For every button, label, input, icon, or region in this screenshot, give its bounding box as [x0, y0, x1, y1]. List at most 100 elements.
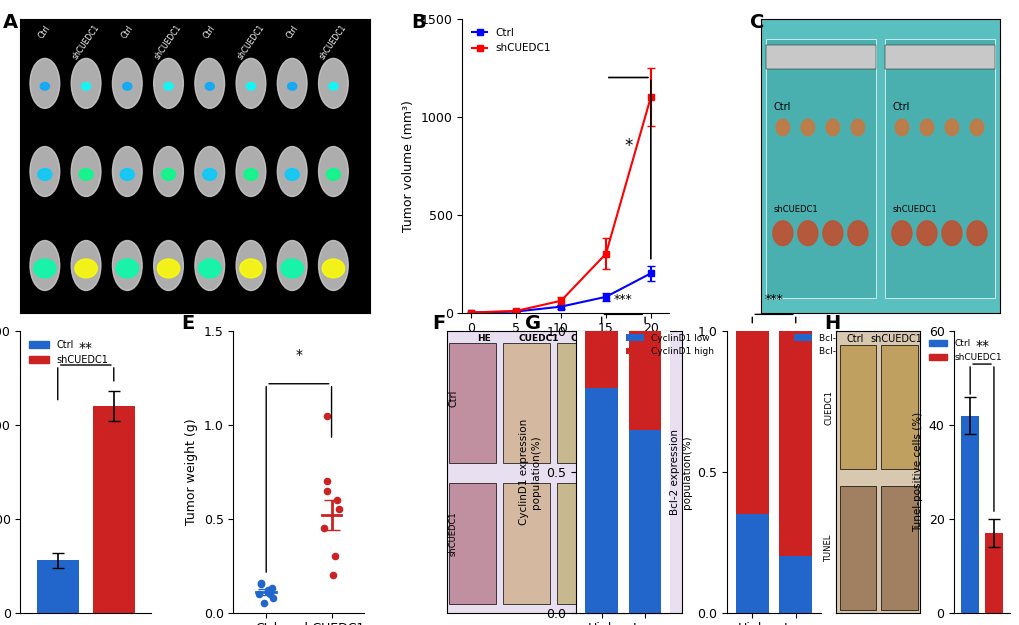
Text: Ctrl: Ctrl	[202, 23, 217, 39]
Point	[256, 598, 272, 608]
Bar	[984, 532, 1002, 612]
Bar	[448, 483, 495, 604]
Circle shape	[244, 169, 258, 180]
Ellipse shape	[30, 241, 60, 291]
Circle shape	[941, 221, 961, 246]
Text: Ctrl: Ctrl	[448, 390, 459, 408]
Point	[318, 411, 334, 421]
Bar	[960, 416, 978, 612]
Ellipse shape	[195, 241, 224, 291]
Ellipse shape	[277, 241, 307, 291]
Bar	[736, 514, 768, 612]
Text: *: *	[296, 348, 302, 362]
Text: G: G	[524, 314, 540, 333]
Text: ***: ***	[764, 293, 783, 306]
Legend: Ctrl, shCUEDC1: Ctrl, shCUEDC1	[25, 336, 112, 369]
Bar	[765, 45, 875, 69]
Text: HE: HE	[477, 334, 490, 343]
Legend: Bcl-2 low, Bcl-2 high: Bcl-2 low, Bcl-2 high	[790, 330, 867, 360]
Text: Ctrl: Ctrl	[772, 102, 790, 112]
Circle shape	[969, 119, 982, 136]
Ellipse shape	[154, 241, 183, 291]
Circle shape	[164, 82, 173, 90]
Point	[253, 578, 269, 587]
Text: shCUEDC1: shCUEDC1	[869, 334, 921, 344]
Bar	[884, 45, 994, 69]
Point	[330, 504, 346, 514]
Text: 14d: 14d	[0, 166, 10, 176]
Ellipse shape	[30, 146, 60, 196]
Y-axis label: Bcl-2 expression
population(%): Bcl-2 expression population(%)	[669, 429, 691, 515]
Text: *: *	[624, 137, 632, 155]
Ellipse shape	[112, 58, 142, 108]
Circle shape	[326, 169, 340, 180]
Bar	[880, 486, 917, 609]
Ellipse shape	[235, 146, 266, 196]
Point	[251, 589, 267, 599]
Legend: Ctrl, shCUEDC1: Ctrl, shCUEDC1	[467, 24, 554, 58]
Text: A: A	[3, 13, 18, 32]
Text: B: B	[411, 13, 425, 32]
Circle shape	[891, 221, 911, 246]
Ellipse shape	[71, 241, 101, 291]
Text: shCUEDC1: shCUEDC1	[153, 23, 183, 61]
Bar	[610, 342, 657, 464]
Text: Ctrl: Ctrl	[37, 23, 52, 39]
Point	[319, 486, 335, 496]
Circle shape	[287, 82, 297, 90]
Circle shape	[945, 119, 958, 136]
Ellipse shape	[235, 58, 266, 108]
Bar	[736, 331, 768, 514]
Text: F: F	[432, 314, 445, 333]
Text: ***: ***	[613, 293, 632, 306]
Legend: CyclinD1 low, CyclinD1 high: CyclinD1 low, CyclinD1 high	[622, 330, 717, 360]
Ellipse shape	[30, 58, 60, 108]
Circle shape	[825, 119, 839, 136]
Point	[318, 476, 334, 486]
Text: shCUEDC1: shCUEDC1	[772, 205, 817, 214]
Text: shCUEDC1: shCUEDC1	[70, 23, 101, 61]
Ellipse shape	[112, 146, 142, 196]
Circle shape	[919, 119, 932, 136]
Circle shape	[116, 259, 139, 278]
Point	[325, 570, 341, 580]
Circle shape	[79, 169, 93, 180]
Ellipse shape	[318, 241, 347, 291]
Circle shape	[205, 82, 214, 90]
Point	[316, 523, 332, 533]
Circle shape	[239, 259, 262, 278]
Bar	[610, 483, 657, 604]
Ellipse shape	[154, 58, 183, 108]
Circle shape	[247, 82, 255, 90]
Bar	[585, 388, 618, 612]
Y-axis label: Tumor weight (g): Tumor weight (g)	[185, 419, 198, 525]
Text: **: **	[974, 339, 988, 353]
Circle shape	[822, 221, 842, 246]
Circle shape	[120, 169, 135, 180]
Ellipse shape	[277, 58, 307, 108]
Text: CUEDC1: CUEDC1	[823, 390, 833, 424]
Bar	[556, 483, 603, 604]
Bar	[779, 556, 811, 612]
Text: Ctrl: Ctrl	[119, 23, 135, 39]
Circle shape	[34, 259, 56, 278]
Circle shape	[966, 221, 986, 246]
Ellipse shape	[277, 146, 307, 196]
Text: H: H	[824, 314, 841, 333]
Bar	[93, 406, 135, 612]
Ellipse shape	[71, 58, 101, 108]
Point	[262, 589, 278, 599]
Y-axis label: Tunel-positive cells (%): Tunel-positive cells (%)	[912, 412, 922, 532]
Text: Ctrl: Ctrl	[284, 23, 300, 39]
Text: CUEDC1: CUEDC1	[518, 334, 558, 343]
Circle shape	[800, 119, 814, 136]
Circle shape	[41, 82, 49, 90]
Text: Ctrl: Ctrl	[892, 102, 909, 112]
Bar	[585, 331, 618, 388]
Point	[326, 551, 342, 561]
Point	[328, 495, 344, 505]
Bar	[839, 486, 875, 609]
Legend: Ctrl, shCUEDC1: Ctrl, shCUEDC1	[924, 336, 1005, 366]
Point	[264, 583, 280, 593]
Circle shape	[38, 169, 52, 180]
